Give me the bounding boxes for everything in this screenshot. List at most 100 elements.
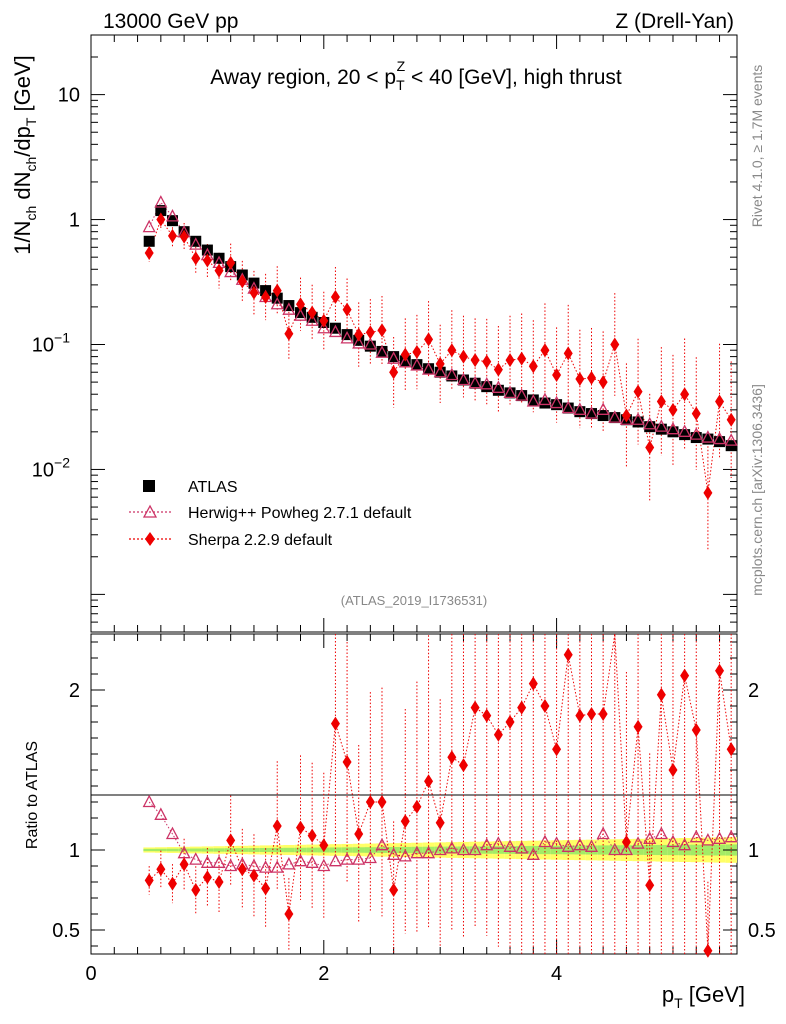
- sherpa-point: [400, 347, 410, 362]
- sherpa-ratio-point: [493, 727, 503, 742]
- sherpa-point: [470, 353, 480, 368]
- herwig-ratio-point: [643, 831, 657, 844]
- ylabel-c: /dp: [10, 126, 35, 157]
- sherpa-point: [284, 326, 294, 341]
- sherpa-ratio-point: [691, 723, 701, 737]
- ratio-band-inner: [667, 844, 679, 856]
- sherpa-point: [680, 387, 690, 402]
- herwig-point: [352, 336, 366, 349]
- sherpa-ratio-point: [284, 907, 294, 921]
- atlas-point: [423, 363, 435, 375]
- sherpa-ratio-point: [505, 715, 515, 729]
- sherpa-point: [424, 332, 434, 347]
- sherpa-ratio-point: [680, 668, 690, 683]
- herwig-ratio-point: [270, 860, 284, 873]
- atlas-point: [411, 359, 423, 371]
- y-tick-label-exp: −2: [54, 454, 70, 470]
- legend-marker-sherpa: [145, 532, 155, 546]
- herwig-ratio-point: [689, 829, 703, 843]
- legend-marker-herwig: [142, 504, 158, 518]
- atlas-point: [690, 432, 702, 444]
- sherpa-ratio-point: [261, 881, 271, 896]
- sherpa-ratio-point: [296, 820, 306, 835]
- ylabel-a: 1/N: [10, 221, 35, 255]
- atlas-point: [679, 429, 691, 441]
- sherpa-point: [226, 255, 236, 270]
- herwig-ratio-point: [293, 853, 308, 867]
- sherpa-ratio-point: [319, 838, 329, 853]
- herwig-ratio-point: [468, 842, 482, 856]
- herwig-ratio-point: [631, 836, 645, 849]
- sherpa-point: [703, 485, 713, 500]
- atlas-point: [376, 345, 388, 357]
- herwig-ratio-point: [421, 845, 436, 859]
- sherpa-point: [517, 351, 527, 366]
- herwig-ratio-point: [305, 855, 319, 868]
- sherpa-point: [505, 353, 515, 368]
- herwig-point: [503, 385, 517, 399]
- sherpa-point: [575, 371, 585, 386]
- main-series-layer: [142, 195, 738, 550]
- y-tick-label-ratio-right: 2: [748, 680, 759, 702]
- sherpa-ratio-point: [540, 699, 550, 713]
- herwig-point: [538, 392, 552, 406]
- herwig-point: [643, 416, 657, 430]
- herwig-ratio-point: [654, 826, 668, 840]
- herwig-ratio-point: [340, 852, 354, 865]
- ratio-band-inner: [702, 844, 714, 856]
- main-plot-frame: [90, 34, 738, 633]
- herwig-ratio-point: [200, 855, 214, 868]
- xlabel-a: p: [662, 982, 674, 1007]
- sherpa-ratio-point: [517, 700, 527, 715]
- sherpa-point: [296, 297, 306, 312]
- rivet-version-note: Rivet 4.1.0, ≥ 1.7M events: [749, 65, 765, 228]
- sherpa-ratio-point: [307, 828, 317, 843]
- sherpa-ratio-point: [575, 708, 585, 723]
- atlas-point: [667, 426, 679, 438]
- herwig-ratio-point: [678, 837, 692, 851]
- herwig-point: [293, 308, 308, 321]
- y-tick-label-main: 10: [58, 85, 80, 107]
- atlas-point: [516, 390, 528, 402]
- ratio-band-inner: [713, 844, 726, 856]
- sherpa-ratio-point: [237, 862, 247, 877]
- herwig-ratio-point: [375, 837, 389, 851]
- sherpa-point: [249, 285, 259, 300]
- atlas-point: [155, 205, 167, 217]
- sherpa-ratio-point: [458, 758, 468, 773]
- sherpa-ratio-point: [715, 663, 725, 678]
- herwig-point: [561, 400, 575, 414]
- atlas-point: [574, 406, 586, 418]
- ratio-band-inner: [283, 847, 295, 853]
- y-axis-label-main: 1/Nch dNch/dpT [GeV]: [10, 55, 39, 255]
- atlas-point: [644, 421, 656, 433]
- sherpa-point: [191, 251, 201, 266]
- herwig-ratio-point: [410, 845, 424, 859]
- herwig-ratio-point: [573, 837, 587, 851]
- herwig-ratio-point: [445, 840, 459, 854]
- sherpa-point: [458, 349, 468, 364]
- ratio-band-inner: [585, 845, 598, 855]
- sherpa-ratio-point: [214, 875, 224, 889]
- ratio-band-inner: [504, 846, 516, 854]
- atlas-point: [609, 412, 621, 424]
- herwig-point: [712, 431, 727, 445]
- atlas-point: [632, 416, 644, 428]
- herwig-ratio-point: [584, 839, 599, 852]
- sherpa-ratio-point: [528, 676, 538, 691]
- ratio-band-inner: [597, 845, 609, 855]
- herwig-ratio-point: [189, 852, 203, 865]
- sherpa-ratio-point: [645, 878, 655, 893]
- sherpa-ratio-point: [377, 795, 387, 809]
- ratio-band-inner: [166, 848, 179, 852]
- ratio-band-inner: [248, 848, 260, 852]
- herwig-ratio-point: [619, 842, 633, 856]
- herwig-ratio-point: [398, 848, 412, 862]
- sherpa-point: [319, 313, 329, 328]
- sherpa-ratio-point: [400, 814, 410, 829]
- herwig-ratio-point: [701, 832, 715, 846]
- analysis-annotation: (ATLAS_2019_I1736531): [341, 593, 487, 608]
- herwig-point: [142, 219, 156, 233]
- herwig-ratio-point: [608, 842, 622, 856]
